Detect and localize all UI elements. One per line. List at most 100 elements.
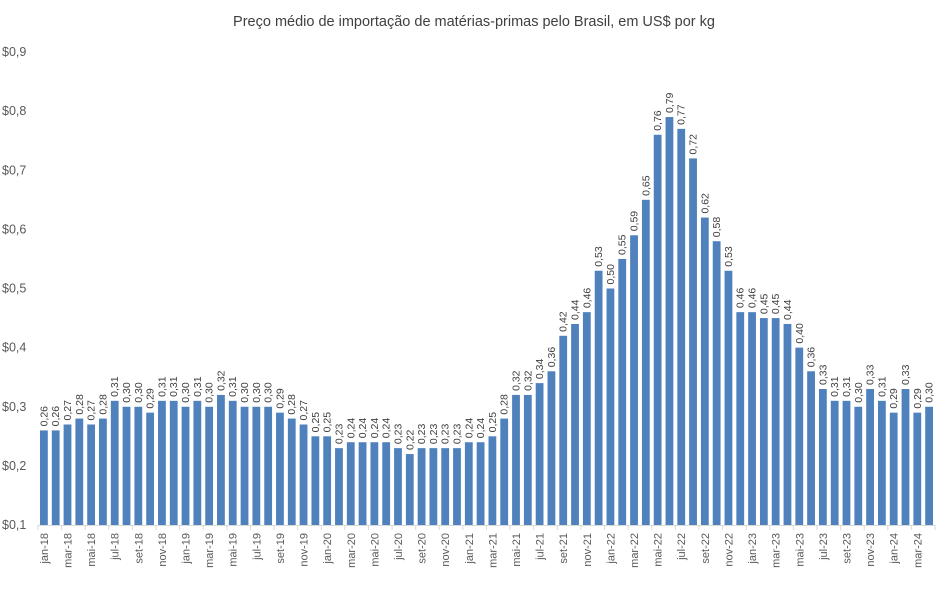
- data-label: 0,30: [239, 382, 251, 403]
- data-label: 0,36: [806, 347, 818, 368]
- data-label: 0,30: [121, 382, 133, 403]
- bar: [724, 270, 733, 525]
- bar: [394, 448, 402, 525]
- x-tick-label: mar-24: [912, 533, 924, 568]
- data-label: 0,22: [404, 429, 416, 450]
- data-label: 0,23: [392, 424, 404, 445]
- bar: [689, 158, 697, 526]
- bar: [700, 217, 709, 526]
- bar: [535, 383, 544, 525]
- bar: [783, 323, 792, 525]
- data-label: 0,23: [333, 424, 345, 445]
- bar: [287, 418, 296, 525]
- bar: [429, 448, 438, 525]
- data-label: 0,24: [475, 418, 487, 439]
- bar: [51, 430, 60, 525]
- data-label: 0,62: [699, 193, 711, 214]
- data-label: 0,28: [97, 394, 109, 415]
- bar: [335, 448, 343, 525]
- x-tick-label: jan-24: [889, 533, 901, 565]
- data-label: 0,31: [156, 376, 168, 397]
- x-tick-label: set-23: [841, 533, 853, 564]
- x-tick-label: mai-19: [228, 533, 240, 567]
- data-label: 0,30: [853, 382, 865, 403]
- bar: [913, 412, 922, 525]
- bar: [87, 424, 96, 525]
- bar: [771, 318, 780, 525]
- bar: [252, 406, 261, 525]
- bar: [40, 430, 48, 525]
- x-tick-label: jul-23: [818, 533, 830, 561]
- data-label: 0,29: [888, 388, 900, 409]
- bar: [665, 117, 674, 525]
- y-tick-label: $0,1: [2, 518, 26, 532]
- x-tick-label: mar-22: [629, 533, 641, 568]
- data-label: 0,30: [133, 382, 145, 403]
- bar: [748, 312, 756, 525]
- data-label: 0,29: [145, 388, 157, 409]
- y-tick-label: $0,7: [2, 163, 26, 177]
- bar: [653, 134, 662, 525]
- bar: [582, 312, 591, 525]
- x-tick-label: mar-18: [63, 533, 75, 568]
- bar: [830, 400, 839, 525]
- data-label: 0,34: [534, 359, 546, 380]
- bar: [240, 406, 249, 525]
- bar: [866, 389, 874, 525]
- data-label: 0,30: [251, 382, 263, 403]
- data-label: 0,53: [593, 246, 605, 267]
- bar: [759, 318, 768, 525]
- x-tick-label: mar-21: [487, 533, 499, 568]
- bar: [464, 442, 473, 525]
- data-label: 0,31: [841, 376, 853, 397]
- y-tick-label: $0,6: [2, 222, 26, 236]
- data-label: 0,58: [711, 217, 723, 238]
- data-label: 0,29: [912, 388, 924, 409]
- bar: [488, 436, 497, 525]
- x-tick-label: jul-22: [676, 533, 688, 561]
- data-label: 0,46: [735, 288, 747, 309]
- bar: [641, 199, 650, 525]
- x-tick-label: mai-20: [369, 533, 381, 567]
- bar: [370, 442, 379, 525]
- bar: [134, 406, 143, 525]
- x-tick-label: jan-20: [322, 533, 334, 565]
- bar: [63, 424, 72, 525]
- y-tick-label: $0,5: [2, 282, 26, 296]
- x-tick-label: jul-19: [251, 533, 263, 561]
- data-label: 0,31: [192, 376, 204, 397]
- data-label: 0,27: [86, 400, 98, 421]
- data-label: 0,25: [487, 412, 499, 433]
- bar: [818, 389, 827, 525]
- x-tick-label: set-20: [417, 533, 429, 564]
- y-tick-label: $0,2: [2, 459, 26, 473]
- data-label: 0,29: [274, 388, 286, 409]
- bar: [358, 442, 367, 525]
- data-label: 0,24: [345, 418, 357, 439]
- bar: [807, 371, 815, 525]
- x-tick-label: nov-18: [157, 533, 169, 567]
- data-label: 0,31: [876, 376, 888, 397]
- data-label: 0,36: [546, 347, 558, 368]
- bars: [40, 117, 933, 526]
- x-tick-label: jan-18: [39, 533, 51, 565]
- data-label: 0,45: [770, 293, 782, 314]
- chart-title: Preço médio de importação de matérias-pr…: [233, 14, 715, 30]
- bar: [712, 241, 721, 525]
- y-tick-label: $0,3: [2, 400, 26, 414]
- bar: [854, 406, 863, 525]
- bar: [889, 412, 898, 525]
- data-label: 0,40: [794, 323, 806, 344]
- bar: [228, 400, 237, 525]
- x-tick-label: nov-22: [723, 533, 735, 567]
- bar: [122, 406, 131, 525]
- bar: [299, 424, 308, 525]
- x-tick-label: jul-18: [110, 533, 122, 561]
- data-label: 0,33: [817, 364, 829, 385]
- bar: [193, 400, 202, 525]
- bar: [795, 347, 804, 525]
- bar: [925, 406, 933, 525]
- data-label: 0,23: [451, 424, 463, 445]
- data-label: 0,33: [900, 364, 912, 385]
- x-tick-label: nov-20: [440, 533, 452, 567]
